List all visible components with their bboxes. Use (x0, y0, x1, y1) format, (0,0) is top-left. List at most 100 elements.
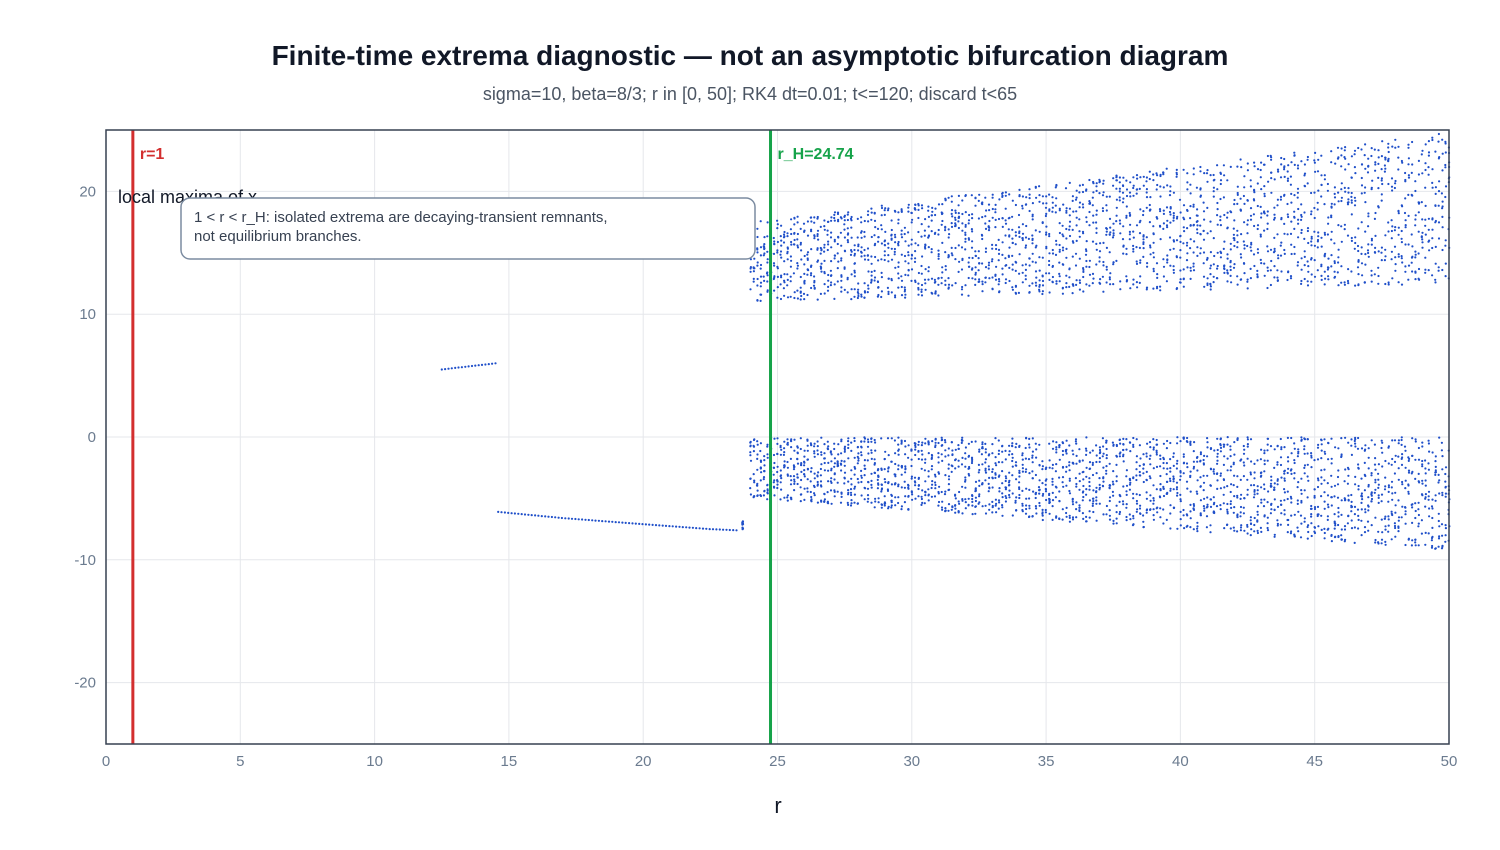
data-point (1233, 529, 1236, 532)
data-point (1152, 287, 1155, 290)
data-point (974, 273, 977, 276)
data-point (806, 438, 809, 441)
data-point (1347, 163, 1350, 166)
data-point (793, 296, 796, 300)
data-point (1370, 274, 1373, 277)
data-point (1270, 171, 1273, 174)
data-point (1290, 497, 1293, 500)
data-point (839, 501, 843, 504)
data-point (1354, 284, 1357, 287)
data-point (1360, 221, 1363, 224)
data-point (1142, 238, 1145, 241)
data-point (847, 437, 850, 440)
data-point (1018, 445, 1021, 448)
data-point (991, 468, 994, 471)
data-point (1340, 499, 1343, 502)
data-point (1431, 138, 1434, 142)
data-point (894, 236, 897, 239)
data-point (1129, 287, 1132, 290)
data-point (1061, 481, 1064, 484)
data-point (1132, 176, 1135, 179)
data-point (1276, 276, 1279, 279)
data-point (1172, 455, 1175, 458)
data-point (1289, 469, 1292, 472)
data-point (773, 479, 776, 482)
data-point (1377, 530, 1380, 533)
data-point (1400, 516, 1403, 519)
data-point (1414, 224, 1417, 227)
data-point (1061, 518, 1064, 521)
data-point (1048, 466, 1051, 469)
data-point (1226, 269, 1229, 272)
data-point (1065, 465, 1068, 468)
data-point (1283, 509, 1286, 512)
data-point (829, 451, 832, 454)
data-point (974, 283, 977, 286)
data-point (1058, 272, 1061, 275)
data-point (1142, 520, 1145, 523)
data-point (964, 486, 967, 489)
data-point (1058, 476, 1061, 479)
data-point (903, 232, 906, 236)
data-point (766, 456, 769, 459)
data-point (1025, 487, 1028, 490)
data-point (836, 267, 839, 270)
data-point (846, 501, 849, 504)
data-point (766, 443, 769, 446)
data-point (958, 260, 961, 263)
data-point (1256, 492, 1259, 495)
data-point (1270, 503, 1273, 506)
data-point (1159, 474, 1162, 478)
data-point (1303, 172, 1307, 175)
data-point (961, 285, 964, 289)
data-point (806, 220, 810, 223)
data-point (1072, 453, 1075, 456)
data-point (830, 216, 833, 219)
data-point (752, 444, 755, 447)
data-point (1364, 263, 1367, 266)
data-point (1364, 201, 1367, 204)
data-point (1142, 453, 1145, 456)
data-point (1246, 443, 1249, 446)
data-point (924, 491, 927, 494)
data-point (826, 229, 829, 232)
data-point (984, 451, 987, 454)
data-point (980, 233, 984, 236)
data-point (675, 525, 678, 528)
data-point (857, 294, 860, 298)
data-point (1407, 146, 1410, 149)
data-point (1256, 485, 1259, 488)
data-point (1105, 204, 1108, 207)
data-point (1434, 262, 1437, 265)
data-point (1414, 438, 1417, 441)
data-point (981, 441, 984, 444)
data-point (1129, 450, 1132, 453)
data-point (1226, 179, 1229, 182)
data-point (813, 452, 816, 455)
data-point (1438, 525, 1441, 528)
data-point (1327, 222, 1330, 225)
data-point (756, 227, 759, 230)
data-point (884, 207, 887, 210)
data-point (1095, 213, 1098, 216)
data-point (1135, 262, 1139, 265)
data-point (1037, 486, 1041, 489)
data-point (1152, 225, 1155, 228)
data-point (816, 247, 819, 250)
data-point (1373, 148, 1376, 151)
data-point (1021, 454, 1024, 457)
data-point (1014, 501, 1017, 504)
data-point (1189, 510, 1192, 513)
data-point (1166, 467, 1169, 470)
data-point (759, 299, 762, 302)
data-point (1071, 498, 1074, 501)
data-point (887, 467, 890, 470)
data-point (1307, 479, 1310, 482)
data-point (1119, 442, 1122, 445)
x-tick-label: 25 (769, 753, 786, 770)
data-point (1287, 518, 1290, 522)
data-point (1263, 470, 1266, 473)
data-point (1427, 532, 1430, 535)
data-point (1179, 510, 1182, 513)
data-point (1276, 479, 1279, 482)
